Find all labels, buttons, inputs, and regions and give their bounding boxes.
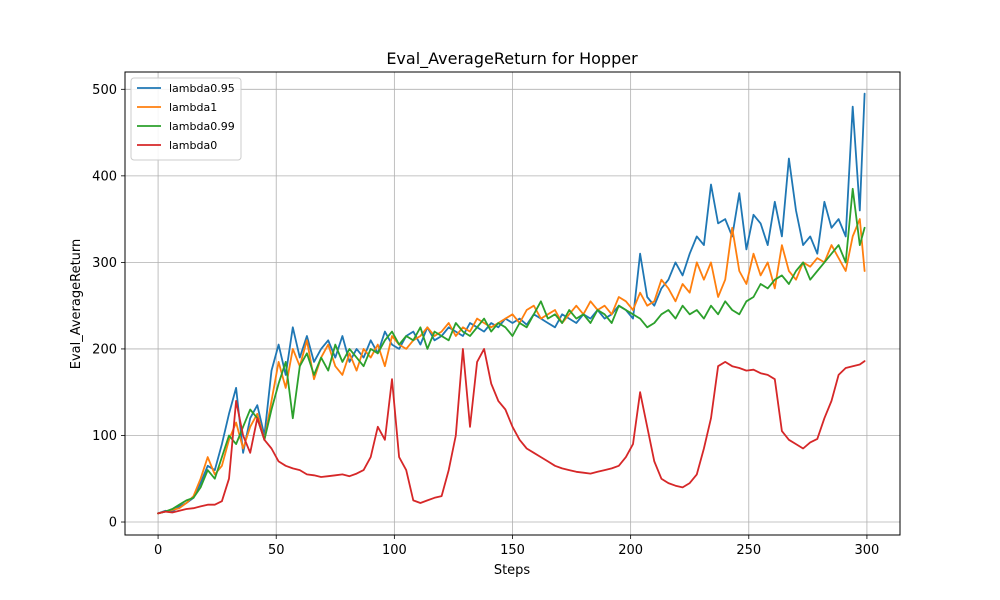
legend-label: lambda0.99 bbox=[169, 120, 235, 133]
x-axis: 0 50 100 150 200 250 300 bbox=[154, 535, 879, 558]
y-tick-label: 300 bbox=[92, 256, 117, 271]
y-axis: 0 100 200 300 400 500 bbox=[92, 83, 125, 531]
y-tick-label: 0 bbox=[109, 516, 117, 531]
chart-title: Eval_AverageReturn for Hopper bbox=[386, 49, 638, 69]
y-tick-label: 200 bbox=[92, 342, 117, 357]
x-tick-label: 50 bbox=[268, 543, 285, 558]
legend-box bbox=[130, 77, 242, 161]
x-tick-label: 150 bbox=[500, 543, 525, 558]
legend-label: lambda0 bbox=[169, 139, 217, 152]
series-line-lambda0 bbox=[157, 347, 866, 515]
legend-label: lambda0.95 bbox=[169, 82, 235, 95]
y-tick-label: 500 bbox=[92, 83, 117, 98]
series-line-lambda1 bbox=[157, 218, 866, 515]
x-tick-label: 300 bbox=[855, 543, 880, 558]
y-tick-label: 400 bbox=[92, 169, 117, 184]
x-tick-label: 200 bbox=[618, 543, 643, 558]
legend-label: lambda1 bbox=[169, 101, 217, 114]
x-tick-label: 0 bbox=[154, 543, 162, 558]
series-line-lambda0.95 bbox=[157, 92, 866, 515]
x-tick-label: 100 bbox=[382, 543, 407, 558]
series-line-lambda0.99 bbox=[157, 187, 866, 515]
y-axis-label: Eval_AverageReturn bbox=[69, 239, 84, 370]
x-axis-label: Steps bbox=[494, 563, 531, 578]
grid bbox=[125, 72, 900, 535]
x-tick-label: 250 bbox=[736, 543, 761, 558]
legend: lambda0.95 lambda1 lambda0.99 lambda0 bbox=[130, 77, 242, 161]
y-tick-label: 100 bbox=[92, 429, 117, 444]
series-layer bbox=[157, 92, 866, 515]
